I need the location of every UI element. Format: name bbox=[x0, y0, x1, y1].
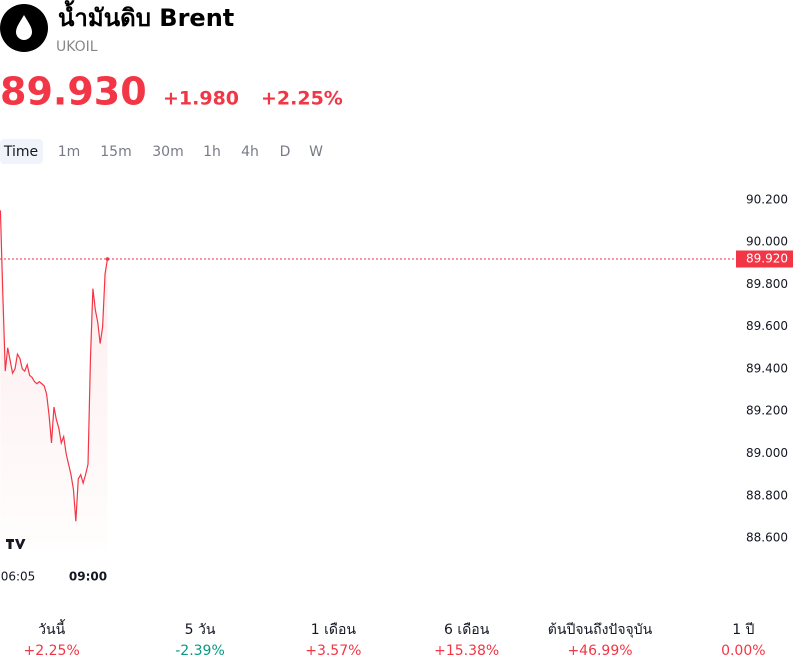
y-tick-label: 90.000 bbox=[746, 235, 788, 249]
timeframe[interactable]: 1m bbox=[58, 144, 81, 160]
last-price-label: 89.920 bbox=[746, 252, 788, 266]
timeframe[interactable]: Time bbox=[3, 144, 38, 160]
timeframe[interactable]: D bbox=[280, 144, 291, 160]
perf-label: 1 ปี bbox=[732, 622, 754, 638]
change-pct: +2.25% bbox=[261, 88, 343, 110]
area bbox=[0, 210, 108, 549]
y-tick-label: 89.400 bbox=[746, 361, 788, 375]
timeframe[interactable]: 15m bbox=[100, 144, 131, 160]
perf-value: 0.00% bbox=[721, 643, 765, 659]
timeframe[interactable]: 30m bbox=[152, 144, 183, 160]
last-point bbox=[105, 257, 110, 261]
y-tick-label: 89.000 bbox=[746, 446, 788, 460]
x-tick-label: 06:05 bbox=[1, 570, 36, 584]
timeframe-active bbox=[0, 139, 43, 164]
y-tick-label: 89.600 bbox=[746, 319, 788, 333]
timeframe[interactable]: 4h bbox=[241, 144, 259, 160]
price: 89.930 bbox=[0, 70, 147, 114]
y-tick-label: 90.200 bbox=[746, 192, 788, 206]
perf-label: 1 เดือน bbox=[311, 622, 357, 638]
x-tick-label: 09:00 bbox=[69, 570, 107, 584]
y-tick-label: 89.200 bbox=[746, 404, 788, 418]
symbol: UKOIL bbox=[56, 39, 98, 55]
perf-value: +15.38% bbox=[434, 643, 499, 659]
perf-label: 6 เดือน bbox=[444, 622, 490, 638]
perf-value: +3.57% bbox=[305, 643, 361, 659]
y-tick-label: 88.800 bbox=[746, 488, 788, 502]
perf-label: ต้นปีจนถึงปัจจุบัน bbox=[548, 622, 653, 638]
perf-value: +2.25% bbox=[24, 643, 80, 659]
change: +1.980 bbox=[163, 88, 239, 110]
y-tick-label: 88.600 bbox=[746, 531, 788, 545]
title: น้ำมันดิบ Brent bbox=[58, 0, 234, 32]
perf-value: -2.39% bbox=[175, 643, 225, 659]
perf-value: +46.99% bbox=[567, 643, 632, 659]
perf-label: 5 วัน bbox=[185, 622, 216, 638]
perf-label: วันนี้ bbox=[38, 619, 66, 638]
last-price-box bbox=[736, 250, 793, 268]
drop-icon bbox=[16, 15, 32, 40]
timeframe[interactable]: W bbox=[309, 144, 323, 160]
timeframe[interactable]: 1h bbox=[203, 144, 221, 160]
line bbox=[0, 210, 109, 522]
y-tick-label: 89.800 bbox=[746, 277, 788, 291]
